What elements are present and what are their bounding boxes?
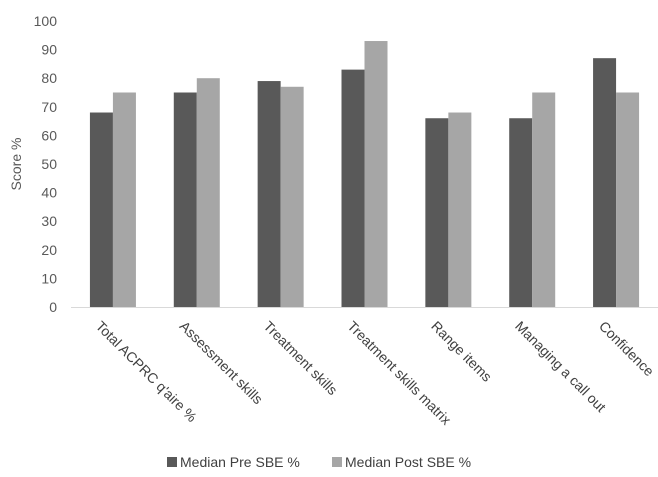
category-label: Range items (428, 318, 495, 385)
y-axis-ticks: 0 10 20 30 40 50 60 70 80 90 100 (34, 13, 58, 315)
y-tick-label: 20 (41, 242, 57, 258)
legend: Median Pre SBE % Median Post SBE % (167, 454, 471, 470)
bar-pre-3 (257, 81, 281, 307)
y-tick-label: 90 (41, 42, 57, 58)
bar-post-6 (532, 92, 556, 307)
category-label: Assessment skills (177, 318, 266, 407)
y-tick-label: 40 (41, 185, 57, 201)
bar-post-3 (280, 86, 304, 307)
bar-post-2 (196, 78, 220, 307)
y-tick-label: 0 (49, 299, 57, 315)
y-tick-label: 30 (41, 213, 57, 229)
y-tick-label: 60 (41, 127, 57, 143)
legend-label-post: Median Post SBE % (345, 454, 471, 470)
bar-pre-6 (509, 118, 533, 308)
y-tick-label: 80 (41, 70, 57, 86)
category-labels: Total ACPRC q'aire %Assessment skillsTre… (93, 318, 658, 428)
bars (89, 41, 640, 308)
bar-post-7 (616, 92, 640, 307)
y-tick-label: 10 (41, 270, 57, 286)
bar-pre-1 (89, 112, 113, 308)
bar-pre-2 (173, 92, 197, 307)
y-tick-label: 70 (41, 99, 57, 115)
category-label: Confidence (596, 318, 658, 380)
y-tick-label: 50 (41, 156, 57, 172)
legend-label-pre: Median Pre SBE % (180, 454, 300, 470)
bar-post-4 (364, 41, 388, 308)
category-label: Managing a call out (512, 318, 609, 415)
legend-swatch-pre (167, 457, 177, 467)
y-tick-label: 100 (34, 13, 58, 29)
bar-post-1 (112, 92, 136, 307)
legend-swatch-post (332, 457, 342, 467)
bar-pre-5 (425, 118, 449, 308)
bar-post-5 (448, 112, 472, 308)
bar-pre-7 (593, 58, 617, 308)
bar-pre-4 (341, 69, 365, 308)
y-axis-title: Score % (8, 138, 24, 191)
category-label: Treatment skills (261, 318, 341, 398)
